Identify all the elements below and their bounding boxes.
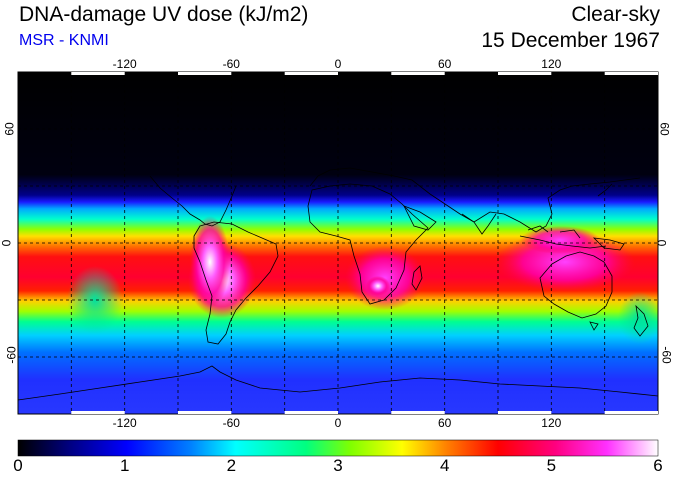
south-america-coast	[193, 221, 279, 345]
new-zealand-coast	[633, 304, 649, 337]
madagascar-coast	[411, 265, 423, 291]
lon-tick-top: -120	[112, 57, 137, 71]
lat-tick-left: 0	[0, 239, 14, 247]
source-credit: MSR - KNMI	[19, 32, 109, 49]
colorbar-tick: 0	[13, 456, 23, 475]
frame-edge-ticks	[71, 72, 658, 414]
arabia-coast	[403, 205, 437, 231]
antarctica-coast	[18, 365, 658, 401]
map-title: DNA-damage UV dose (kJ/m2)	[19, 3, 309, 26]
lat-tick-right: 60	[657, 122, 672, 136]
lat-tick-left: 60	[2, 122, 17, 136]
colorbar-tick: 4	[439, 456, 450, 475]
lat-tick-right: 0	[654, 239, 669, 247]
altiplano-maximum	[190, 216, 230, 308]
lon-tick-top: 120	[541, 57, 562, 71]
lon-tick-top: 0	[334, 57, 342, 71]
coastlines	[18, 167, 658, 401]
lon-tick-bottom: 0	[334, 416, 342, 430]
sky-condition: Clear-sky	[571, 3, 660, 26]
lat-tick-left: -60	[4, 346, 19, 364]
colorbar-tick: 6	[653, 456, 663, 475]
indonesia-coast	[519, 225, 607, 249]
australia-coast	[539, 251, 613, 319]
graticule	[18, 72, 658, 414]
kalahari-hotspot	[366, 276, 390, 296]
colorbar-tick: 3	[333, 456, 343, 475]
india-coast	[461, 213, 497, 235]
colorbar-tick: 2	[226, 456, 237, 475]
lon-tick-top: -60	[222, 57, 240, 71]
africa-coast	[307, 183, 429, 305]
colorbar-tick: 5	[546, 456, 557, 475]
indonesia-maximum	[520, 226, 600, 254]
new-guinea-coast	[592, 237, 625, 251]
north-america-coast	[149, 175, 237, 227]
tasmania-coast	[589, 321, 599, 331]
lon-tick-top: 60	[438, 57, 452, 71]
colorbar	[18, 440, 658, 456]
lon-tick-bottom: 120	[541, 416, 562, 430]
lon-tick-bottom: 60	[438, 416, 452, 430]
colorbar-frame	[17, 439, 659, 457]
lon-tick-bottom: -60	[222, 416, 240, 430]
colorbar-tick: 1	[119, 456, 130, 475]
europe-asia-coast	[309, 167, 641, 233]
lat-tick-right: -60	[659, 346, 674, 364]
lon-tick-bottom: -120	[112, 416, 137, 430]
japan-coast	[597, 183, 613, 197]
south-pacific-low	[67, 266, 123, 334]
map-date: 15 December 1967	[481, 29, 660, 52]
